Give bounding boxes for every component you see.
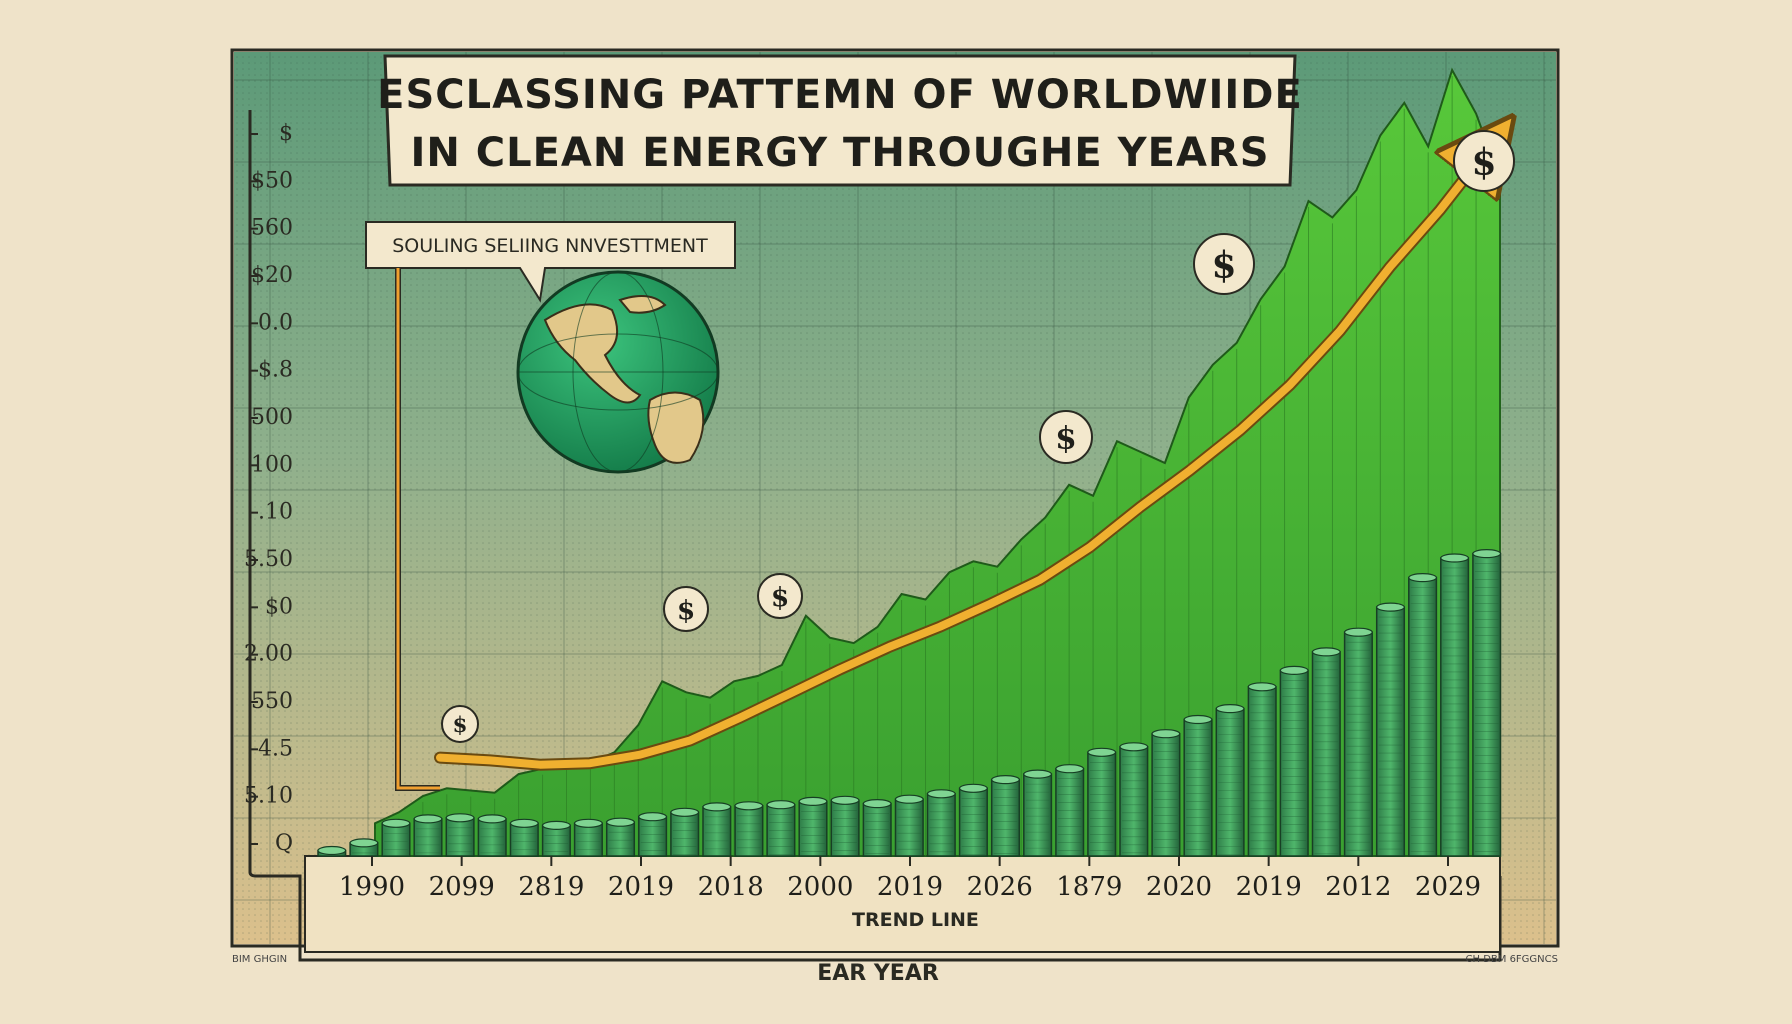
bar <box>670 807 700 857</box>
svg-text:$: $ <box>1211 245 1236 287</box>
x-tick-label: 2819 <box>518 872 584 902</box>
bar <box>1343 627 1373 857</box>
chart-title-line-2: IN CLEAN ENERGY THROUGHE YEARS <box>410 130 1269 176</box>
bar <box>1119 742 1149 857</box>
x-tick-label: 1990 <box>339 872 405 902</box>
bar <box>926 789 956 857</box>
callout-bubble: SOULING SELIING NNVESTTMENT <box>365 221 736 791</box>
y-tick-label: $ <box>279 121 293 146</box>
y-tick-label: 100 <box>251 452 293 477</box>
y-tick-label: 4.5 <box>258 736 293 761</box>
bar <box>1408 572 1438 857</box>
bar <box>1375 602 1406 857</box>
bar <box>798 796 828 857</box>
legend-trend-line: TREND LINE <box>852 909 979 931</box>
x-tick-label: 1879 <box>1056 872 1122 902</box>
bar <box>1247 682 1277 857</box>
y-tick-label: 0.0 <box>258 310 293 335</box>
bar <box>1440 553 1470 857</box>
bar <box>317 845 347 857</box>
bar <box>1023 769 1053 857</box>
dollar-marker-icon: $ <box>1453 130 1515 192</box>
y-tick-label: 5.50 <box>244 547 293 572</box>
svg-text:$: $ <box>677 595 695 626</box>
y-tick-label: .10 <box>258 500 293 525</box>
trend-line <box>436 146 1490 769</box>
bar <box>1215 703 1245 857</box>
y-axis-frame <box>248 110 1502 962</box>
y-tick-label: $0 <box>265 594 293 619</box>
x-axis-label: EAR YEAR <box>817 961 939 986</box>
y-tick-label: 500 <box>251 405 293 430</box>
svg-text:$: $ <box>771 582 789 613</box>
bar <box>1055 764 1085 857</box>
bar <box>990 774 1021 857</box>
svg-text:$: $ <box>1471 142 1496 184</box>
y-tick-label: $20 <box>251 263 293 288</box>
bar <box>1087 747 1117 857</box>
credit-right: CH DBM 6FGGNCS <box>1466 954 1558 965</box>
bar <box>894 794 924 857</box>
bar <box>830 795 860 857</box>
title-box: ESCLASSING PATTEMN OF WORLDWIIDE IN CLEA… <box>377 54 1303 187</box>
bar <box>1151 729 1181 857</box>
x-tick-label: 2019 <box>877 872 943 902</box>
bar <box>573 818 603 857</box>
chart-title-line-1: ESCLASSING PATTEMN OF WORLDWIIDE <box>377 72 1303 118</box>
dollar-marker-icon: $ <box>757 573 803 619</box>
x-tick-label: 2000 <box>787 872 853 902</box>
bar <box>1472 548 1502 857</box>
dollar-marker-icon: $ <box>1039 410 1093 464</box>
y-tick-label: 5.10 <box>244 784 293 809</box>
y-tick-label: Q <box>275 831 293 856</box>
x-axis-band <box>304 855 1501 953</box>
bar <box>638 812 668 857</box>
bar <box>605 817 636 857</box>
globe-icon <box>516 270 720 474</box>
y-tick-label: $50 <box>251 168 293 193</box>
bar <box>734 801 764 857</box>
bar <box>509 818 539 857</box>
x-tick-label: 2029 <box>1415 872 1481 902</box>
x-tick-label: 2026 <box>967 872 1033 902</box>
y-axis-ticks: $ $50 560 $20 0.0 $.8 500 100 .10 5.50 $0 2.00 550 4.… <box>244 121 293 856</box>
x-tick-label: 2019 <box>1236 872 1302 902</box>
dollar-marker-icon: $ <box>441 705 479 743</box>
bar <box>381 818 411 857</box>
trend-line-series <box>434 146 1490 771</box>
y-tick-label: 550 <box>251 689 293 714</box>
bar <box>702 802 732 857</box>
callout-text: SOULING SELIING NNVESTTMENT <box>392 235 708 257</box>
x-tick-label: 2020 <box>1146 872 1212 902</box>
bar <box>477 814 507 857</box>
x-axis-ticks: 1990 2099 2819 2019 2018 2000 2019 2026 1879 2020… <box>339 856 1481 902</box>
y-tick-label: 560 <box>251 216 293 241</box>
svg-text:$: $ <box>1055 421 1077 457</box>
bar <box>958 783 988 857</box>
bar-series <box>317 548 1502 857</box>
bar <box>1183 714 1213 857</box>
x-tick-label: 2012 <box>1325 872 1391 902</box>
svg-text:$: $ <box>452 713 467 738</box>
credit-left: BIM GHGIN <box>232 954 287 965</box>
bar <box>766 800 796 857</box>
x-tick-label: 2019 <box>608 872 674 902</box>
bar <box>349 838 379 857</box>
x-tick-label: 2099 <box>429 872 495 902</box>
bar <box>445 813 475 857</box>
bar <box>1279 665 1309 857</box>
x-tick-label: 2018 <box>698 872 764 902</box>
bar <box>1311 647 1341 857</box>
dollar-markers: $ $ $ $ $ $ <box>441 130 1515 743</box>
dollar-marker-icon: $ <box>1193 233 1255 295</box>
bar <box>541 820 571 857</box>
y-tick-label: 2.00 <box>244 642 293 667</box>
bar <box>413 814 443 857</box>
y-tick-label: $.8 <box>258 358 293 383</box>
dollar-marker-icon: $ <box>663 586 709 632</box>
bar <box>862 798 892 857</box>
